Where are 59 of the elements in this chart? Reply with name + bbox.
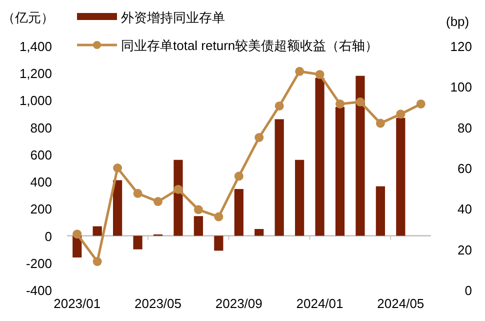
point [295, 66, 304, 76]
point [72, 230, 82, 239]
point [336, 99, 344, 108]
x-tick-label: 2023/09 [215, 296, 262, 311]
legend-label: 外资增持同业存单 [121, 10, 225, 25]
y-tick-label: 800 [30, 120, 52, 136]
point [315, 70, 324, 79]
bar [214, 236, 224, 251]
bar [194, 216, 203, 236]
y-tick-label: 1,000 [19, 93, 52, 108]
point [113, 164, 122, 172]
point [416, 99, 426, 108]
bar [254, 229, 264, 236]
point [274, 101, 284, 110]
point [214, 212, 224, 222]
x-tick-label: 2023/05 [134, 296, 182, 311]
bar [113, 180, 122, 236]
bar [396, 118, 406, 236]
point [194, 205, 203, 214]
point [92, 257, 102, 266]
y-tick-label: -200 [26, 256, 52, 271]
y-tick-label: 1,200 [19, 66, 52, 82]
bar [356, 76, 365, 236]
bar [315, 78, 324, 236]
y-tick-label: 0 [44, 228, 52, 244]
y2-tick-label: 20 [458, 242, 472, 258]
y2-tick-label: 60 [458, 161, 472, 176]
bar [174, 160, 183, 236]
y2-tick-label: 0 [464, 283, 472, 298]
x-tick-label: 2024/05 [377, 296, 424, 311]
legend-label: 同业存单total return较美债超额收益（右轴） [121, 38, 378, 53]
point [234, 172, 244, 181]
point [254, 133, 264, 142]
y2-tick-label: 120 [450, 39, 472, 54]
bar [335, 107, 345, 236]
bar [376, 186, 385, 236]
point [376, 118, 385, 128]
x-tick-label: 2023/01 [54, 296, 101, 311]
point [154, 197, 162, 206]
x-tick-label: 2024/01 [296, 296, 344, 311]
bar [274, 119, 284, 236]
bar [92, 226, 102, 236]
point [133, 188, 142, 198]
y2-tick-label: 80 [458, 120, 472, 136]
y-tick-label: -400 [26, 283, 52, 298]
bar [295, 160, 304, 236]
y2-tick-label: 100 [450, 80, 472, 95]
y-axis-title: （亿元） [2, 10, 54, 25]
y-tick-label: 600 [30, 147, 52, 162]
y-tick-label: 1,400 [19, 39, 52, 54]
y2-tick-label: 40 [458, 202, 472, 217]
point [356, 97, 365, 106]
y2-axis-title: (bp) [446, 14, 470, 29]
bar [234, 189, 244, 236]
y-tick-label: 200 [30, 202, 52, 217]
point [174, 184, 183, 194]
y-tick-label: 400 [30, 174, 52, 190]
point [396, 110, 406, 119]
bar [133, 236, 142, 250]
